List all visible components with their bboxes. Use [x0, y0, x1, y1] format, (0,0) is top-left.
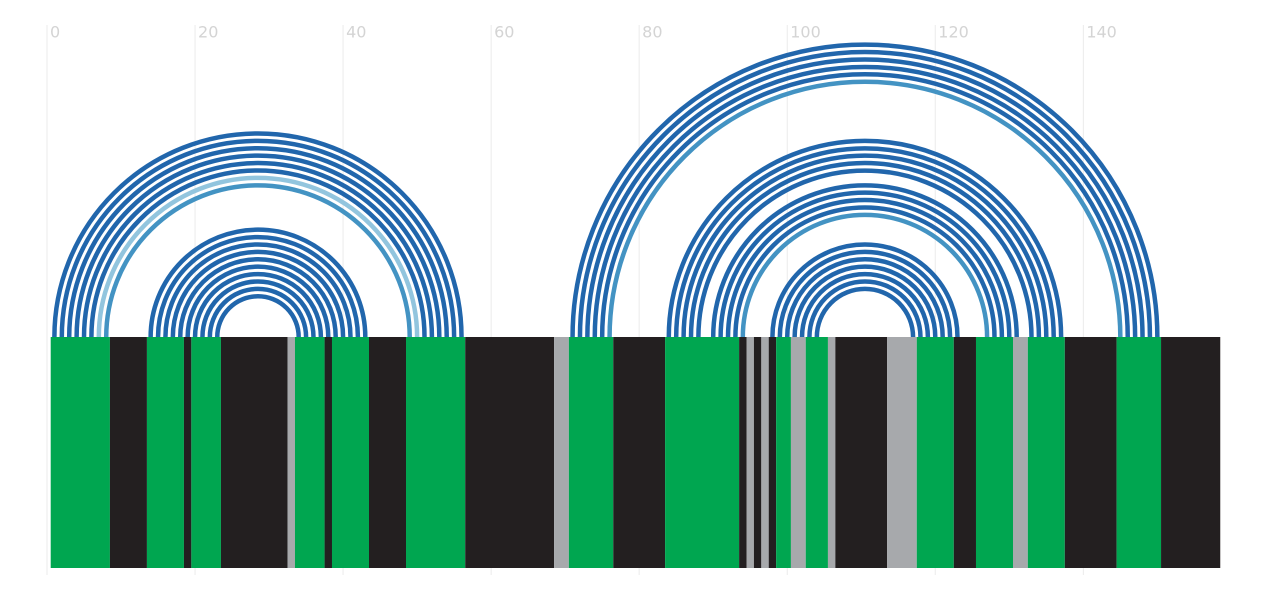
pair-arc: [81, 160, 435, 338]
alignment-band: [368, 337, 407, 568]
pair-arc: [718, 190, 1012, 338]
alignment-band: [50, 337, 110, 568]
alignment-band: [665, 337, 740, 568]
alignment-band: [953, 337, 976, 568]
pair-arc: [66, 145, 449, 338]
pair-arc: [784, 257, 945, 338]
alignment-band: [887, 337, 917, 568]
alignment-band: [406, 337, 466, 568]
pair-arc: [585, 57, 1145, 338]
alignment-band: [776, 337, 791, 568]
alignment-band: [746, 337, 754, 568]
alignment-band: [109, 337, 147, 568]
pair-arc: [570, 42, 1160, 338]
alignment-band: [294, 337, 325, 568]
pair-arc: [799, 272, 931, 338]
pair-arc: [103, 183, 412, 338]
pair-arc: [192, 271, 324, 338]
alignment-band: [1161, 337, 1221, 568]
pair-arc: [200, 279, 316, 338]
pair-arc: [777, 249, 953, 338]
alignment-band: [465, 337, 555, 568]
alignment-band: [761, 337, 769, 568]
alignment-band: [287, 337, 295, 568]
pair-arc: [185, 264, 331, 338]
alignment-band: [324, 337, 332, 568]
pair-arc: [710, 183, 1019, 338]
alignment-band: [739, 337, 747, 568]
alignment-band: [753, 337, 762, 568]
alignment-band: [554, 337, 569, 568]
alignment-band: [331, 337, 369, 568]
pair-arc: [148, 227, 368, 338]
x-tick-label: 60: [494, 23, 514, 42]
alignment-band: [146, 337, 184, 568]
pair-arc: [59, 138, 457, 338]
pair-arc: [673, 145, 1056, 338]
pair-arc: [696, 168, 1034, 338]
pair-arc: [770, 242, 960, 338]
alignment-band: [568, 337, 614, 568]
pair-arc: [170, 249, 346, 338]
pair-arc: [814, 286, 916, 338]
alignment-band: [768, 337, 777, 568]
pair-arc: [607, 79, 1123, 338]
x-tick-label: 40: [346, 23, 366, 42]
pair-arc: [96, 175, 420, 338]
x-tick-label: 100: [790, 23, 821, 42]
pair-arc: [577, 49, 1153, 338]
pair-arc: [163, 242, 353, 338]
pair-arc: [807, 279, 923, 338]
alignment-band: [1027, 337, 1065, 568]
alignment-band: [975, 337, 1013, 568]
pair-arc: [52, 131, 464, 338]
pair-arc: [792, 264, 938, 338]
x-tick-label: 80: [642, 23, 662, 42]
alignment-band: [1012, 337, 1028, 568]
x-tick-label: 0: [50, 23, 60, 42]
pair-arc: [592, 65, 1138, 338]
pair-arc: [155, 234, 361, 338]
pair-arc: [740, 212, 990, 338]
pair-arc: [733, 205, 997, 338]
alignment-band: [790, 337, 806, 568]
pair-arc: [89, 168, 427, 338]
alignment-band: [1116, 337, 1162, 568]
pair-arc: [177, 257, 338, 338]
pair-arc: [666, 139, 1064, 338]
alignment-band: [835, 337, 888, 568]
alignment-band: [220, 337, 288, 568]
x-tick-label: 120: [938, 23, 969, 42]
x-tick-label: 20: [198, 23, 218, 42]
pair-arc: [681, 153, 1049, 338]
pair-arc: [688, 161, 1042, 338]
alignment-band: [805, 337, 828, 568]
alignment-band: [916, 337, 954, 568]
pair-arc: [725, 198, 1005, 338]
pair-arc: [215, 294, 301, 338]
alignment-band: [613, 337, 666, 568]
alignment-band: [191, 337, 221, 568]
pair-arc: [74, 153, 442, 338]
alignment-band: [827, 337, 836, 568]
x-tick-label: 140: [1086, 23, 1117, 42]
alignment-band: [1064, 337, 1117, 568]
alignment-band: [183, 337, 192, 568]
pair-arc: [599, 72, 1130, 338]
pair-arc: [207, 286, 309, 338]
